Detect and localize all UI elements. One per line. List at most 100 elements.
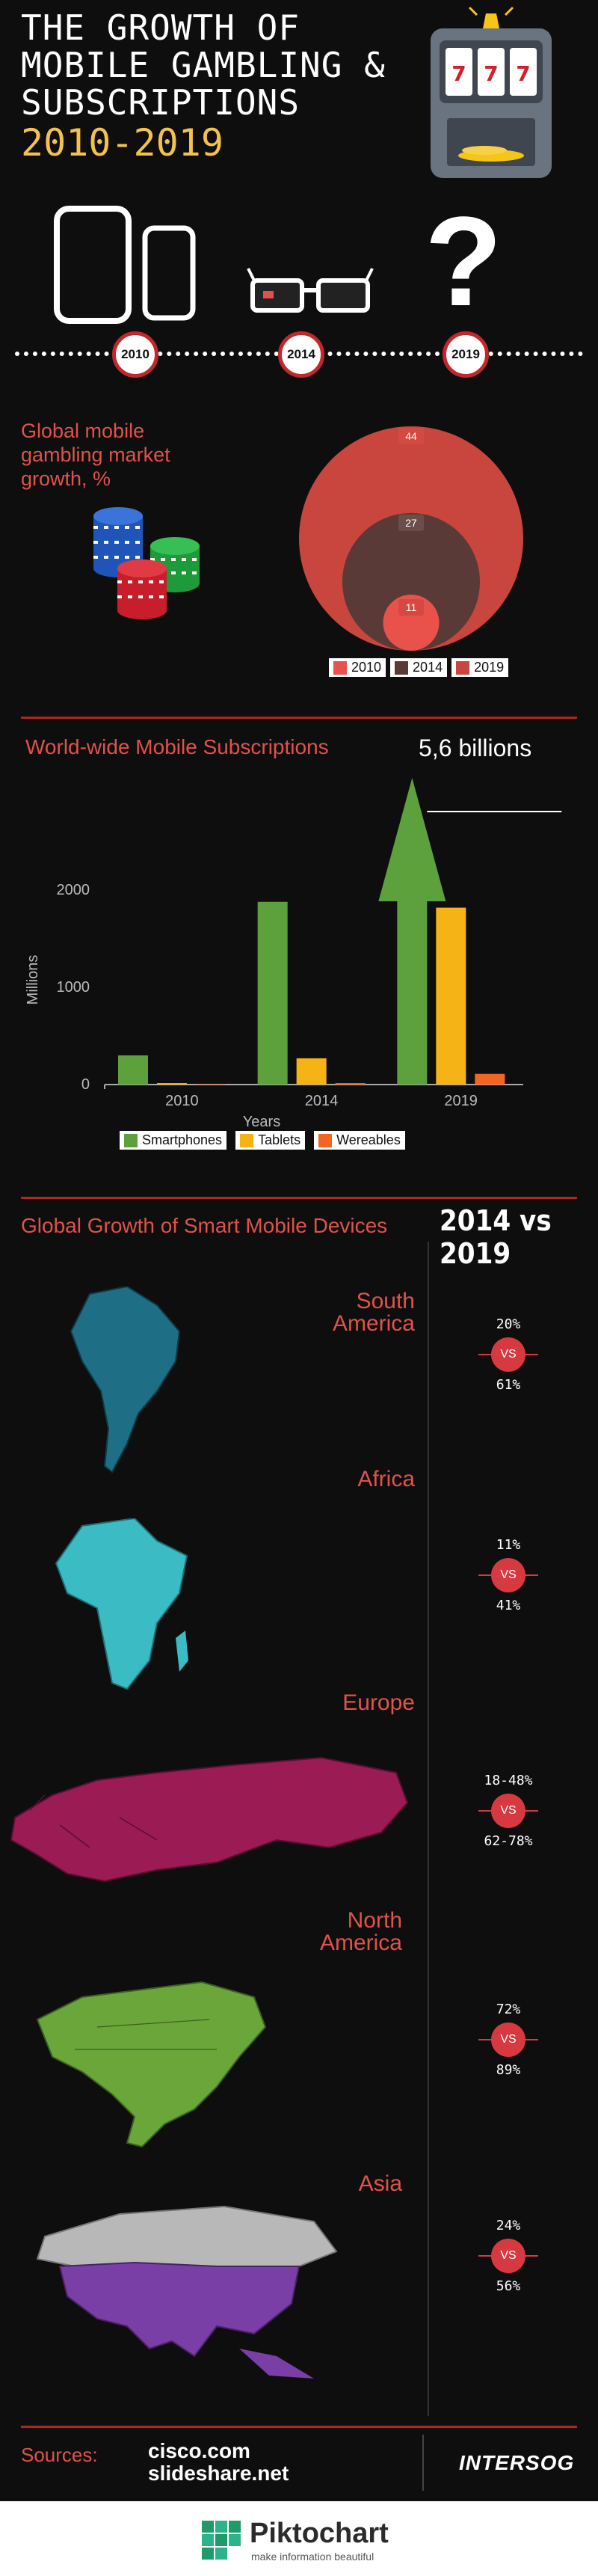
bubble-tag-bg [398, 514, 424, 531]
vs-badge: VS [491, 2023, 525, 2057]
bar-smartphones-2019 [397, 880, 428, 1085]
comparison-divider [428, 1242, 429, 2416]
subscriptions-legend: Smartphones Tablets Wereables [120, 1131, 405, 1150]
title-line-3: SUBSCRIPTIONS [21, 82, 300, 123]
divider-2 [21, 1197, 577, 1199]
legend-swatch [318, 1133, 333, 1147]
source-link[interactable]: cisco.com [148, 2439, 250, 2462]
region-name-line: North [347, 1908, 402, 1933]
divider-3 [21, 2426, 577, 2428]
region-name-africa: Africa [239, 1468, 415, 1491]
vs-badge: VS [491, 1794, 525, 1828]
bar-wereables-2019 [475, 1073, 505, 1085]
footer-divider [422, 2435, 424, 2491]
legend-swatch [240, 1133, 254, 1147]
comparison-north-america: 72% VS 89% [471, 2002, 546, 2078]
legend-swatch [124, 1133, 138, 1147]
piktochart-bar: Piktochart make information beautiful [0, 2501, 598, 2576]
gambling-bubble-chart: 44 27 11 [299, 426, 523, 651]
pct-2014: 24% [496, 2218, 521, 2233]
region-name-line: America [319, 1931, 402, 1955]
bar-smartphones-2010 [118, 1055, 148, 1085]
legend-label: Wereables [336, 1132, 401, 1147]
smart-glasses-icon [247, 266, 374, 318]
region-name-north-america: North America [239, 1910, 402, 1954]
y-axis-label: Millions [25, 955, 41, 1005]
legend-item-tablets: Tablets [235, 1131, 306, 1150]
pct-2019: 61% [496, 1377, 521, 1393]
x-axis-label: Years [243, 1114, 280, 1130]
milestone-2010: 2010 [112, 331, 158, 378]
comparison-europe: 18-48% VS 62-78% [471, 1773, 546, 1849]
bar-tablets-2019 [436, 907, 466, 1085]
title-line-1: THE GROWTH OF [21, 7, 300, 48]
legend-label: Tablets [258, 1132, 301, 1147]
tablet-phone-icon [52, 206, 202, 325]
bubble-label-2019: 44 [405, 430, 417, 442]
y-tick-label: 1000 [57, 979, 90, 996]
comparison-asia: 24% VS 56% [471, 2218, 546, 2294]
bar-wereables-2014 [335, 1083, 366, 1085]
infographic-title: THE GROWTH OF MOBILE GAMBLING & SUBSCRIP… [21, 9, 386, 165]
subscriptions-bar-chart: 0 1000 2000 Millions 2010 2014 2019 Years [25, 778, 562, 1130]
svg-text:7: 7 [451, 61, 466, 86]
legend-item-smartphones: Smartphones [120, 1131, 227, 1150]
legend-swatch [456, 660, 470, 675]
vs-badge: VS [491, 2239, 525, 2273]
x-tick-label: 2019 [444, 1093, 478, 1109]
region-name-south-america: South America [239, 1290, 415, 1335]
comparison-south-america: 20% VS 61% [471, 1316, 546, 1393]
legend-swatch [333, 660, 347, 675]
map-europe [7, 1750, 411, 1889]
legend-item-2019: 2019 [451, 658, 509, 677]
region-name-europe: Europe [239, 1692, 415, 1714]
y-tick-label: 0 [81, 1076, 90, 1093]
piktochart-logo-icon [202, 2521, 241, 2560]
gambling-section-title: Global mobile gambling market growth, % [21, 420, 170, 490]
legend-label: 2010 [351, 660, 382, 675]
legend-item-2014: 2014 [390, 658, 448, 677]
pct-2019: 56% [496, 2278, 521, 2294]
pct-2019: 89% [496, 2062, 521, 2078]
pct-2019: 62-78% [484, 1833, 533, 1849]
legend-item-wereables: Wereables [314, 1131, 405, 1150]
milestone-2019: 2019 [443, 331, 489, 378]
bubble-label-2014: 27 [405, 517, 417, 529]
devices-title: Global Growth of Smart Mobile Devices [21, 1214, 388, 1237]
map-africa [52, 1517, 194, 1694]
growth-arrow-icon [378, 778, 446, 901]
pct-2014: 20% [496, 1316, 521, 1332]
piktochart-tagline: make information beautiful [251, 2551, 374, 2563]
bubble-2014 [342, 512, 481, 651]
bar-tablets-2010 [157, 1083, 187, 1085]
x-tick-label: 2010 [165, 1093, 199, 1109]
legend-swatch [395, 660, 409, 675]
sources-label: Sources: [21, 2444, 98, 2466]
pct-2014: 72% [496, 2002, 521, 2017]
y-tick-label: 2000 [57, 882, 90, 898]
region-name-asia: Asia [239, 2173, 402, 2195]
svg-text:7: 7 [484, 61, 498, 86]
comparison-heading: 2014 vs 2019 [440, 1204, 552, 1270]
callout-text: 5,6 billions [419, 735, 532, 761]
source-link[interactable]: slideshare.net [148, 2462, 289, 2485]
vs-badge: VS [491, 1558, 525, 1592]
region-name-line: Africa [357, 1467, 415, 1491]
bar-tablets-2014 [296, 1058, 327, 1085]
map-asia [30, 2199, 344, 2390]
region-name-line: Europe [342, 1690, 415, 1715]
pct-2019: 41% [496, 1598, 521, 1613]
bubble-2010 [383, 595, 440, 651]
bubble-label-2010: 11 [406, 601, 417, 613]
legend-label: 2014 [413, 660, 443, 675]
vs-badge: VS [491, 1337, 525, 1372]
intersog-logo: INTERSOG [459, 2451, 575, 2474]
legend-label: Smartphones [142, 1132, 223, 1147]
map-north-america [30, 1975, 269, 2158]
bar-wereables-2010 [196, 1084, 226, 1085]
title-years: 2010-2019 [21, 121, 224, 165]
title-line-2: MOBILE GAMBLING & [21, 45, 386, 85]
bubble-tag-bg [398, 428, 424, 444]
slot-machine-icon: 7 7 7 [425, 6, 558, 185]
subscriptions-callout: 5,6 billions [419, 735, 546, 761]
